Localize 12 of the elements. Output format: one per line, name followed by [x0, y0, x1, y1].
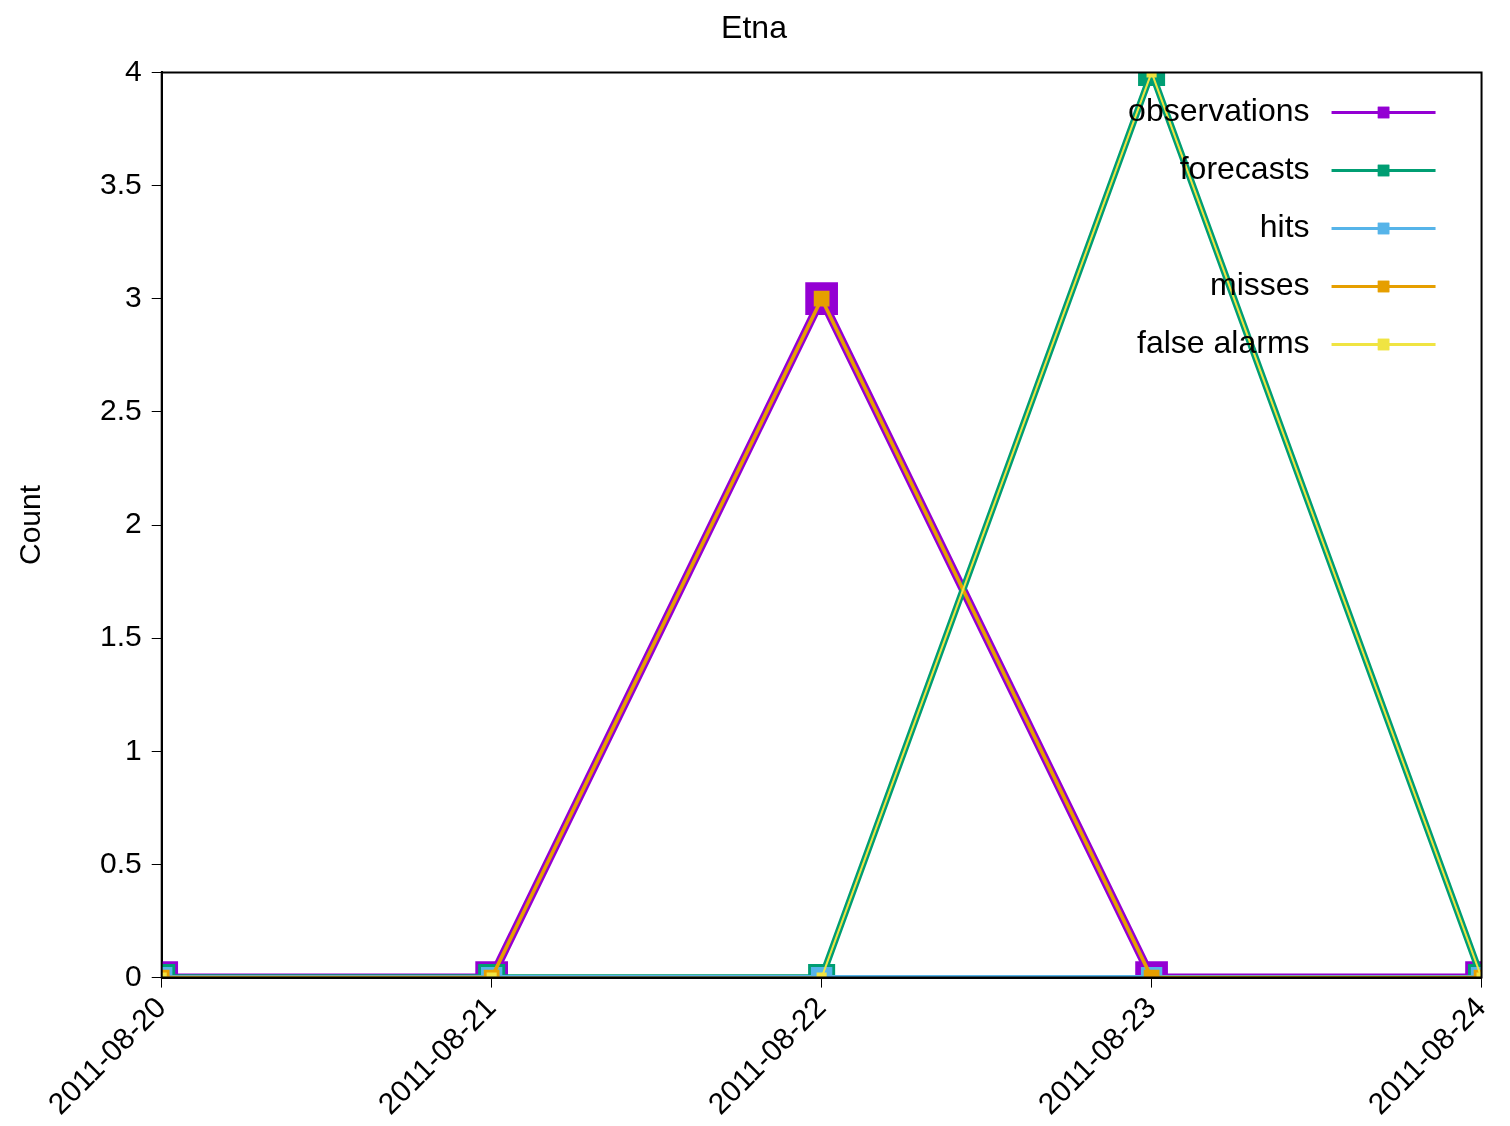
y-tick-label: 1 [125, 732, 142, 766]
y-axis-title: Count [13, 484, 47, 566]
chart-title: Etna [721, 9, 788, 46]
y-tick-label: 2 [125, 506, 142, 540]
y-tick-label: 4 [125, 53, 142, 87]
y-tick-label: 0 [125, 958, 142, 992]
y-tick-label: 3.5 [99, 166, 142, 200]
y-tick-label: 2.5 [99, 393, 142, 427]
y-tick-label: 3 [125, 279, 142, 313]
legend-label: hits [1259, 208, 1310, 245]
y-tick-label: 1.5 [99, 619, 142, 653]
y-tick-label: 0.5 [99, 845, 142, 879]
